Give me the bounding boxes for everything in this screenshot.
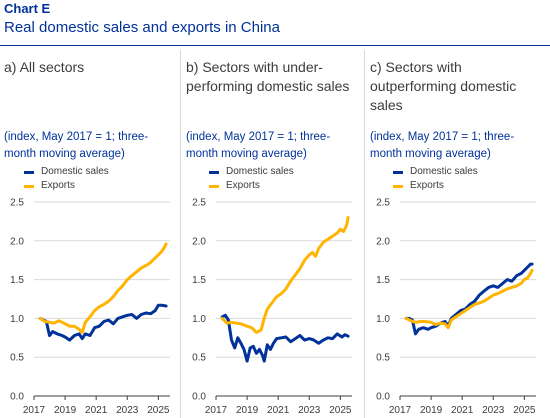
panel-separator	[364, 50, 365, 418]
panel-b-title: b) Sectors with under-performing domesti…	[186, 59, 350, 94]
x-tick-label: 2019	[420, 405, 443, 416]
legend-label-domestic: Domestic sales	[226, 166, 294, 177]
panel-c-title: c) Sectors with outperforming domestic s…	[370, 59, 517, 113]
y-tick-label: 1.5	[376, 275, 390, 286]
y-tick-label: 2.5	[376, 198, 390, 209]
x-tick-label: 2017	[23, 405, 46, 416]
exports-line	[404, 268, 534, 330]
legend-swatch-domestic	[24, 170, 34, 174]
x-tick-label: 2025	[147, 405, 170, 416]
x-tick-label: 2017	[205, 405, 228, 416]
panel-a-subtitle: (index, May 2017 = 1; three-month moving…	[4, 131, 149, 160]
chart-title: Real domestic sales and exports in China	[4, 19, 280, 36]
exports-line	[220, 216, 350, 334]
legend-swatch-domestic	[393, 170, 403, 174]
panel-separator	[180, 50, 181, 418]
x-tick-label: 2021	[267, 405, 290, 416]
panel-b-subtitle: (index, May 2017 = 1; three-month moving…	[186, 131, 331, 160]
y-tick-label: 1.0	[10, 314, 24, 325]
legend-swatch-exports	[209, 184, 219, 188]
y-tick-label: 1.0	[376, 314, 390, 325]
panel-c-plot: 0.0 0.5 1.0 1.5 2.0 2.5 2017 2019 2021 2023 2025	[376, 198, 536, 416]
chart-label: Chart E	[4, 1, 51, 16]
y-tick-label: 0.0	[192, 392, 206, 403]
legend-swatch-exports	[393, 184, 403, 188]
x-tick-label: 2017	[389, 405, 412, 416]
y-tick-label: 1.5	[10, 275, 24, 286]
x-tick-label: 2019	[236, 405, 259, 416]
legend-item-domestic: Domestic sales	[24, 165, 109, 179]
y-tick-label: 0.5	[192, 353, 206, 364]
y-tick-label: 2.0	[192, 236, 206, 247]
y-tick-label: 1.5	[192, 275, 206, 286]
y-tick-label: 2.0	[376, 236, 390, 247]
panel-c-subtitle: (index, May 2017 = 1; three-month moving…	[370, 131, 515, 160]
panel-b-legend: Domestic sales Exports	[209, 165, 294, 193]
legend-item-exports: Exports	[209, 179, 294, 193]
x-tick-label: 2021	[451, 405, 474, 416]
y-tick-label: 1.0	[192, 314, 206, 325]
legend-item-exports: Exports	[24, 179, 109, 193]
panel-a-plot: 0.0 0.5 1.0 1.5 2.0 2.5 2017 2019 2021 2023 2025	[10, 198, 170, 416]
panel-a-legend: Domestic sales Exports	[24, 165, 109, 193]
panel-c-legend: Domestic sales Exports	[393, 165, 478, 193]
panel-a-title: a) All sectors	[4, 59, 85, 75]
y-tick-label: 0.0	[376, 392, 390, 403]
legend-label-exports: Exports	[41, 180, 75, 191]
x-tick-label: 2023	[116, 405, 139, 416]
legend-item-domestic: Domestic sales	[209, 165, 294, 179]
legend-label-exports: Exports	[226, 180, 260, 191]
legend-label-domestic: Domestic sales	[41, 166, 109, 177]
legend-item-exports: Exports	[393, 179, 478, 193]
domestic-sales-line	[38, 303, 168, 342]
y-tick-label: 2.5	[10, 198, 24, 209]
y-tick-label: 0.5	[376, 353, 390, 364]
x-tick-label: 2023	[482, 405, 505, 416]
domestic-sales-line	[404, 262, 534, 336]
panel-b-plot: 0.0 0.5 1.0 1.5 2.0 2.5 2017 2019 2021 2023 2025	[192, 198, 352, 416]
legend-swatch-exports	[24, 184, 34, 188]
header-rule	[0, 45, 550, 46]
x-tick-label: 2021	[85, 405, 108, 416]
domestic-sales-line	[220, 313, 350, 363]
y-tick-label: 0.0	[10, 392, 24, 403]
x-tick-label: 2025	[329, 405, 352, 416]
x-tick-label: 2023	[298, 405, 321, 416]
legend-swatch-domestic	[209, 170, 219, 174]
y-tick-label: 0.5	[10, 353, 24, 364]
y-tick-label: 2.5	[192, 198, 206, 209]
exports-line	[38, 242, 168, 334]
x-tick-label: 2019	[54, 405, 77, 416]
legend-item-domestic: Domestic sales	[393, 165, 478, 179]
y-tick-label: 2.0	[10, 236, 24, 247]
legend-label-domestic: Domestic sales	[410, 166, 478, 177]
x-tick-label: 2025	[513, 405, 536, 416]
legend-label-exports: Exports	[410, 180, 444, 191]
